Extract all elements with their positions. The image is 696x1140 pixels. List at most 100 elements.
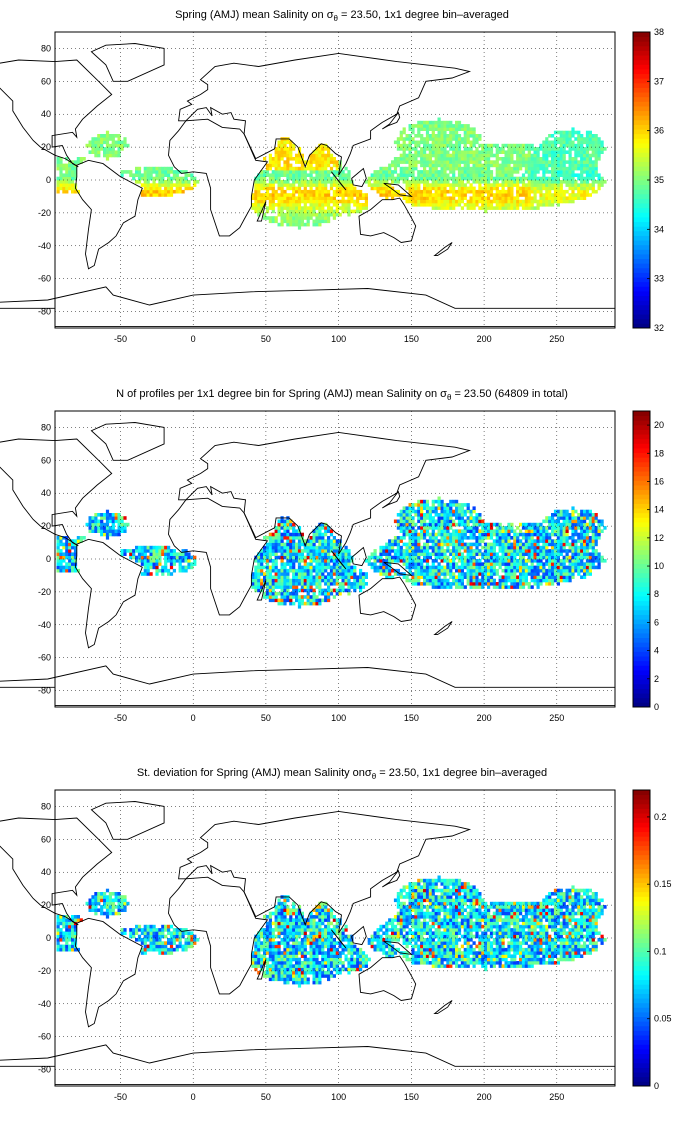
data-cell [359,575,363,579]
data-cell [463,124,467,128]
data-cell [507,199,511,204]
data-cell [423,196,427,200]
data-cell [559,532,563,537]
data-cell [111,153,115,158]
data-cell [283,582,287,586]
data-cell [277,199,281,204]
data-cell [420,562,424,566]
data-cell [533,189,537,194]
data-cell [379,176,383,181]
data-cell [530,183,534,187]
data-cell [68,166,72,171]
colorbar-segment [633,309,650,315]
data-cell [545,542,549,547]
data-cell [277,522,281,527]
data-cell [286,150,290,154]
data-cell [300,219,304,224]
data-cell [580,559,584,563]
data-cell [286,582,290,586]
data-cell [271,209,275,214]
data-cell [475,542,479,547]
gridlines [55,411,615,707]
data-cell [556,173,560,177]
colorbar-segment [633,170,650,176]
data-cell [553,562,558,566]
data-cell [254,193,258,197]
data-cell [312,209,316,214]
data-cell [521,562,526,566]
data-cell [425,176,430,181]
data-cell [585,522,590,527]
data-cell [466,509,470,514]
data-cell [475,562,479,566]
colorbar-tick-label: 37 [654,76,664,86]
data-cell [391,186,395,191]
data-cell [402,509,406,514]
data-cell [437,186,441,191]
data-cell [472,143,476,148]
data-cell [571,506,575,510]
data-cell [356,582,360,586]
data-cell [335,209,339,214]
data-cell [466,176,470,181]
data-cell [507,206,511,210]
data-cell [460,176,464,181]
data-cell [527,542,531,547]
data-cell [504,199,508,204]
data-cell [303,199,307,204]
data-cell [408,189,412,194]
data-cell [495,163,499,168]
data-cell [295,555,299,560]
data-cell [571,539,575,543]
data-cell [577,193,581,197]
data-cell [370,555,374,560]
data-cell [373,559,377,563]
x-tick-label: 150 [404,713,419,723]
data-cell [315,183,319,187]
data-cell [489,532,494,537]
data-cell [265,585,270,589]
data-cell [487,536,491,540]
data-cell [71,180,75,184]
data-cell [344,549,348,553]
data-cell [385,572,389,576]
data-cell [504,549,508,553]
data-cell [68,562,72,566]
data-cell [440,582,444,586]
data-cell [350,193,354,197]
data-cell [452,532,456,537]
data-cell [553,143,558,148]
data-cell [484,562,488,566]
data-cell [516,545,520,550]
data-cell [542,539,546,543]
colorbar-segment [633,230,650,236]
data-cell [263,595,267,599]
data-cell [318,549,322,553]
data-cell [297,170,302,174]
y-tick-label: 80 [41,43,51,53]
data-cell [504,173,508,177]
data-cell [271,559,275,563]
data-cell [437,503,441,507]
data-cell [463,189,467,194]
data-cell [536,545,540,550]
data-cell [152,555,156,560]
data-cell [487,585,491,589]
data-cell [487,549,491,553]
data-cell [292,180,296,184]
data-cell [257,176,261,181]
data-cell [338,591,342,596]
data-cell [312,189,316,194]
data-cell [292,529,296,533]
data-cell [303,180,307,184]
data-cell [428,565,432,570]
data-cell [568,176,572,181]
data-cell [286,555,290,560]
data-cell [329,196,334,200]
data-cell [338,582,342,586]
data-cell [420,536,424,540]
data-cell [277,153,281,158]
data-cell [559,189,563,194]
data-cell [574,539,578,543]
data-cell [466,166,470,171]
